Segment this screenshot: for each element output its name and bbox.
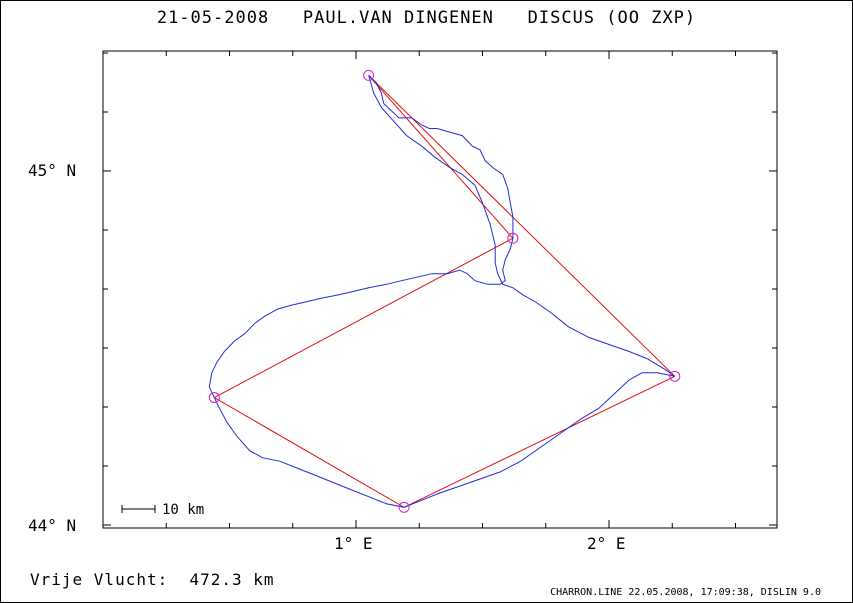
task-leg (214, 397, 405, 508)
task-leg (214, 237, 514, 399)
turnpoint-marker-tp2[interactable] (208, 392, 220, 404)
distance-label: Vrije Vlucht: (30, 570, 169, 589)
turnpoints (208, 69, 681, 513)
plot-area (102, 50, 778, 529)
flight-track (208, 75, 676, 508)
distance-value: 472.3 km (189, 570, 275, 589)
task-leg (368, 75, 676, 377)
scale-bar: 10 km (121, 502, 204, 518)
pilot-name: PAUL.VAN DINGENEN (302, 8, 494, 28)
turnpoint-marker-tp3[interactable] (398, 501, 410, 513)
flight-date: 21-05-2008 (156, 8, 270, 28)
x-label-1e: 1° E (334, 534, 373, 553)
turnpoint-marker-tp1[interactable] (507, 232, 519, 244)
credit-line: CHARRON.LINE 22.05.2008, 17:09:38, DISLI… (550, 587, 821, 598)
title-bar: 21-05-2008 PAUL.VAN DINGENEN DISCUS (OO … (0, 8, 853, 28)
turnpoint-marker-start[interactable] (363, 69, 375, 81)
y-label-44: 44° N (28, 516, 76, 535)
distance-summary: Vrije Vlucht: 472.3 km (30, 570, 275, 589)
glider-name: DISCUS (OO ZXP) (527, 8, 697, 28)
turnpoint-marker-tp4[interactable] (669, 370, 681, 382)
x-label-2e: 2° E (587, 534, 626, 553)
task-lines (214, 75, 676, 508)
task-leg (368, 75, 514, 239)
y-label-45: 45° N (28, 161, 76, 180)
task-leg (403, 375, 675, 508)
scale-bar-label: 10 km (162, 502, 204, 518)
axis-ticks (103, 51, 777, 528)
